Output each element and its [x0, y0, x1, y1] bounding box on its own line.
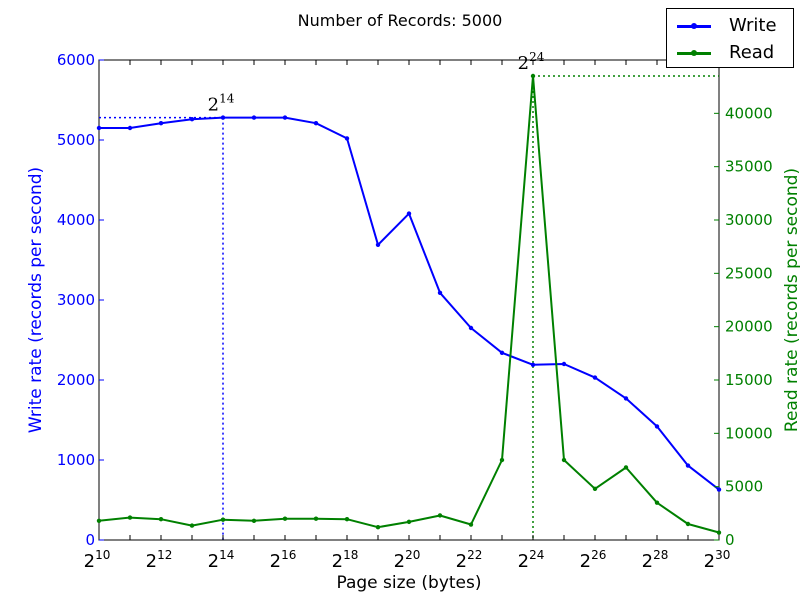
series-point-write	[282, 115, 288, 120]
series-point-read	[251, 518, 257, 523]
series-point-read	[623, 465, 629, 470]
series-point-read	[685, 521, 691, 527]
series-point-write	[127, 125, 133, 131]
series-point-read	[96, 518, 102, 523]
x-tick-label: 216	[270, 548, 297, 572]
y-left-tick-label: 5000	[57, 131, 95, 149]
series-point-read	[716, 530, 722, 535]
y-right-tick-label: 10000	[725, 424, 773, 442]
x-tick-label: 210	[84, 548, 111, 572]
series-point-write	[468, 325, 474, 331]
series-point-read	[220, 517, 226, 522]
x-tick-label: 224	[518, 548, 545, 572]
series-point-write	[375, 242, 381, 247]
series-point-write	[654, 424, 660, 429]
x-tick-label: 226	[580, 548, 607, 572]
y-left-tick-label: 3000	[57, 291, 95, 309]
series-point-write	[406, 211, 412, 216]
series-point-write	[561, 361, 567, 367]
series-point-read	[561, 457, 567, 463]
axis-layer: 210 212 214 216 218 220 222 224 226 228 2300100020…	[57, 51, 773, 572]
series-point-read	[127, 515, 133, 520]
y-left-tick-label: 0	[85, 531, 95, 549]
y-right-tick-label: 0	[725, 531, 735, 549]
x-tick-label: 218	[332, 548, 359, 572]
y-right-tick-label: 30000	[725, 211, 773, 229]
series-point-read	[406, 519, 412, 525]
x-tick-label: 228	[642, 548, 669, 572]
series-point-write	[685, 463, 691, 468]
series-point-write	[313, 121, 319, 126]
x-tick-label: 220	[394, 548, 421, 572]
series-point-read	[282, 516, 288, 521]
series-point-write	[220, 115, 226, 120]
annotation-label: 214	[208, 92, 235, 116]
series-point-read	[437, 513, 443, 518]
y-left-tick-label: 2000	[57, 371, 95, 389]
series-point-write	[344, 136, 350, 141]
series-point-write	[623, 396, 629, 401]
x-tick-label: 212	[146, 548, 173, 572]
x-axis-label: Page size (bytes)	[336, 573, 481, 593]
legend-item-read: Read	[667, 40, 793, 66]
series-point-read	[313, 516, 319, 521]
series-point-read	[654, 500, 660, 505]
series-point-read	[375, 525, 381, 530]
series-point-write	[716, 487, 722, 492]
y-left-tick-label: 1000	[57, 451, 95, 469]
series-layer	[96, 73, 722, 535]
series-point-write	[437, 290, 443, 295]
series-point-read	[530, 73, 536, 79]
series-point-write	[96, 125, 102, 131]
y-left-tick-label: 6000	[57, 51, 95, 69]
series-point-read	[158, 517, 164, 522]
y-right-tick-label: 25000	[725, 264, 773, 282]
series-point-write	[499, 350, 505, 355]
series-point-write	[530, 362, 536, 367]
series-point-read	[592, 486, 598, 491]
y-right-tick-label: 5000	[725, 478, 763, 496]
y-right-tick-label: 15000	[725, 371, 773, 389]
y-left-tick-label: 4000	[57, 211, 95, 229]
series-point-read	[468, 522, 474, 527]
series-point-write	[158, 121, 164, 126]
legend-label-read: Read	[729, 42, 775, 63]
series-point-read	[344, 517, 350, 522]
series-point-write	[189, 117, 195, 122]
legend-label-write: Write	[729, 15, 777, 36]
series-point-write	[251, 115, 257, 120]
y-axis-left-label: Write rate (records per second)	[26, 167, 46, 433]
chart-title: Number of Records: 5000	[298, 11, 503, 30]
x-tick-label: 222	[456, 548, 483, 572]
series-point-write	[592, 375, 598, 380]
series-point-read	[189, 523, 195, 528]
y-right-tick-label: 35000	[725, 158, 773, 176]
x-tick-label: 230	[704, 548, 731, 572]
y-axis-right-label: Read rate (records per second)	[782, 168, 800, 432]
legend-item-write: Write	[667, 13, 793, 39]
series-point-read	[499, 457, 505, 463]
legend-marker-write	[691, 23, 697, 29]
y-right-tick-label: 20000	[725, 318, 773, 336]
legend: Write Read	[666, 8, 794, 68]
x-tick-label: 214	[208, 548, 235, 572]
y-right-tick-label: 40000	[725, 104, 773, 122]
plot-area	[98, 59, 720, 541]
legend-marker-read	[691, 50, 697, 56]
